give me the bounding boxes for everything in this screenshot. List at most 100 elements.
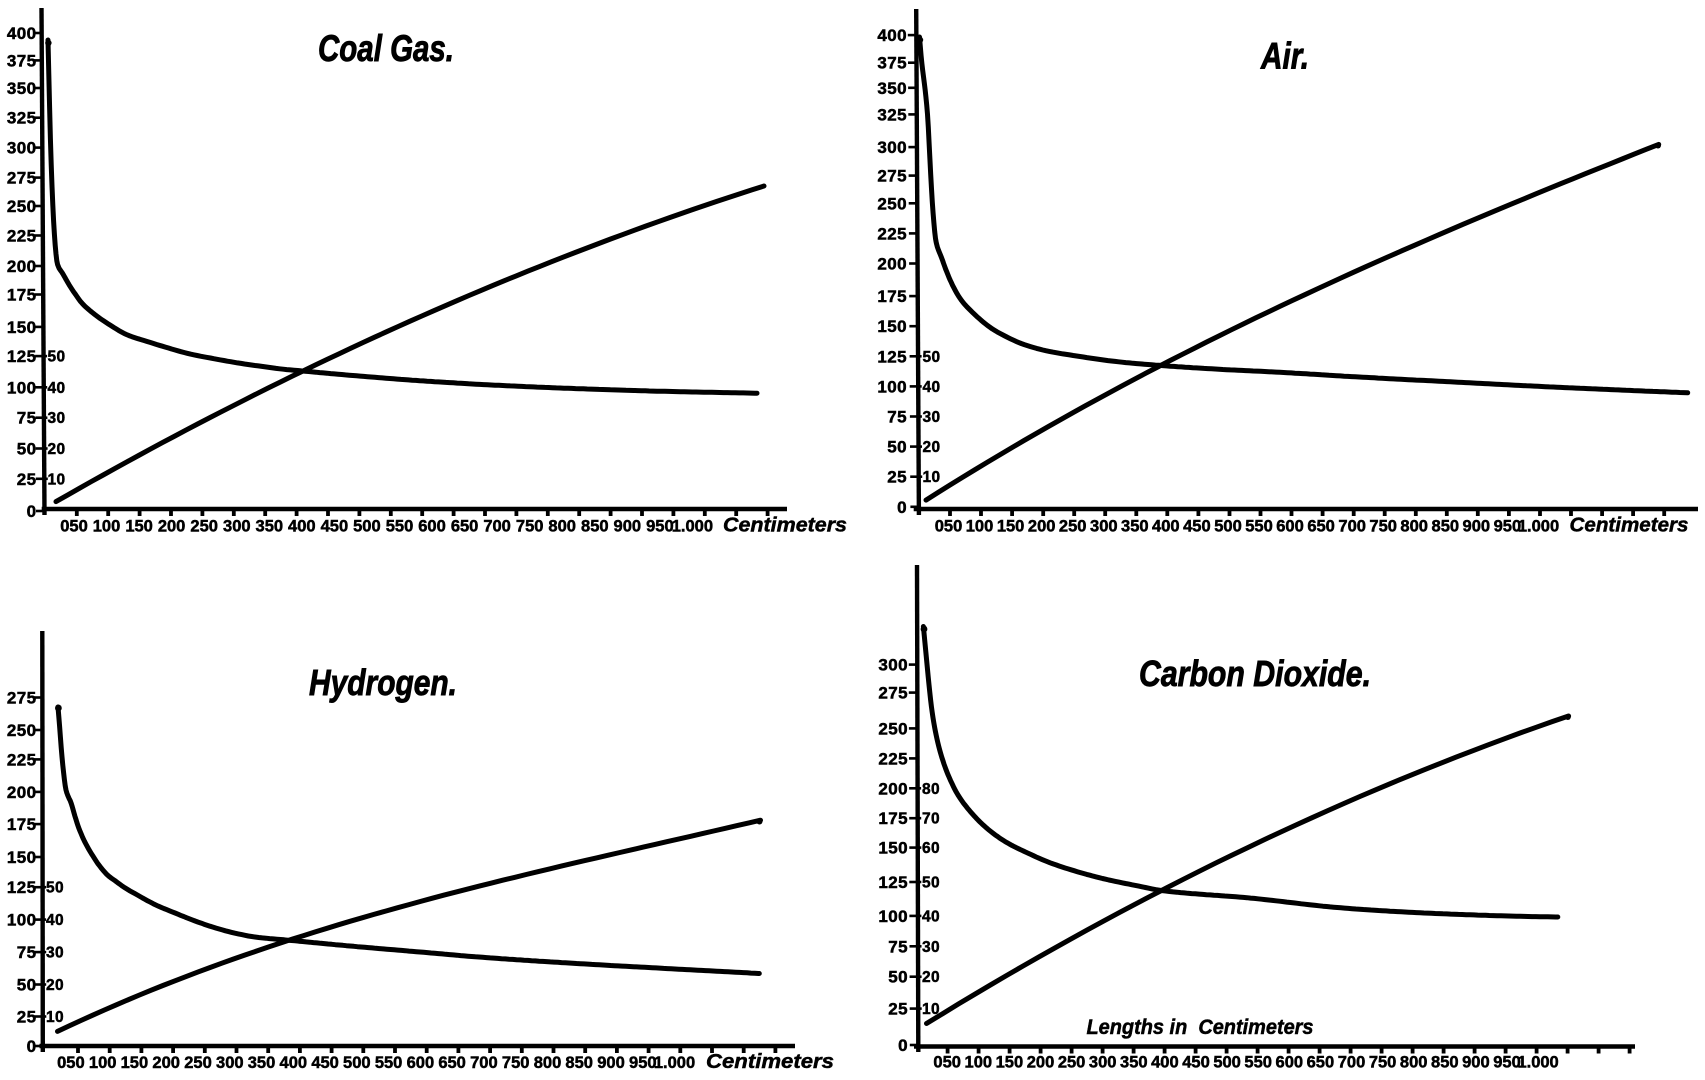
svg-text:30: 30 [48,410,66,427]
svg-text:50: 50 [923,349,941,366]
svg-text:350: 350 [256,518,284,536]
svg-text:100: 100 [965,1054,993,1072]
svg-text:225: 225 [7,227,37,246]
svg-text:0: 0 [897,498,907,517]
svg-text:75: 75 [17,943,37,962]
svg-text:225: 225 [7,750,37,769]
svg-text:100: 100 [93,518,121,536]
svg-text:150: 150 [7,318,37,337]
svg-text:150: 150 [7,848,37,867]
svg-text:25: 25 [17,1008,37,1027]
svg-text:200: 200 [7,257,37,276]
svg-text:60: 60 [922,840,940,857]
svg-text:1.000: 1.000 [654,1054,695,1072]
svg-text:600: 600 [1276,518,1304,536]
svg-text:500: 500 [1214,518,1242,536]
svg-text:450: 450 [1182,1054,1210,1072]
svg-text:30: 30 [46,945,64,962]
svg-text:050: 050 [57,1054,85,1072]
svg-text:10: 10 [922,1001,940,1018]
svg-text:800: 800 [548,518,576,536]
svg-text:40: 40 [923,379,941,396]
svg-text:150: 150 [878,839,908,858]
svg-text:Air.: Air. [1260,36,1309,77]
svg-text:900: 900 [597,1054,625,1072]
svg-text:400: 400 [1152,518,1180,536]
svg-text:400: 400 [288,518,316,536]
svg-text:550: 550 [375,1054,403,1072]
svg-text:350: 350 [1120,1054,1148,1072]
svg-text:050: 050 [933,1054,961,1072]
svg-text:0: 0 [27,502,37,521]
svg-text:300: 300 [216,1054,244,1072]
svg-text:300: 300 [878,656,908,675]
svg-text:050: 050 [60,518,88,536]
svg-text:500: 500 [343,1054,371,1072]
svg-text:250: 250 [878,719,908,738]
svg-text:275: 275 [7,689,37,708]
svg-text:200: 200 [1027,1054,1055,1072]
svg-text:75: 75 [888,937,908,956]
svg-text:100: 100 [877,377,907,396]
svg-text:375: 375 [7,51,37,70]
svg-text:50: 50 [888,968,908,987]
svg-text:250: 250 [7,721,37,740]
svg-text:100: 100 [878,907,908,926]
svg-text:50: 50 [48,349,66,366]
svg-text:400: 400 [7,24,37,43]
svg-text:600: 600 [1276,1054,1304,1072]
svg-text:125: 125 [7,878,37,897]
svg-text:100: 100 [7,378,37,397]
svg-text:850: 850 [1432,518,1460,536]
svg-text:50: 50 [887,438,907,457]
svg-text:Centimeters: Centimeters [723,514,847,537]
svg-text:200: 200 [878,779,908,798]
svg-text:10: 10 [46,1009,64,1026]
svg-text:50: 50 [46,880,64,897]
svg-text:1.000: 1.000 [1517,1054,1558,1072]
svg-text:20: 20 [46,977,64,994]
svg-text:225: 225 [877,224,907,243]
svg-text:30: 30 [922,939,940,956]
svg-text:700: 700 [1338,518,1366,536]
svg-text:Lengths in Centimeters: Lengths in Centimeters [1087,1016,1314,1039]
svg-text:300: 300 [1090,518,1118,536]
svg-text:350: 350 [7,79,37,98]
svg-text:100: 100 [7,911,37,930]
svg-text:250: 250 [184,1054,212,1072]
svg-text:250: 250 [190,518,218,536]
svg-text:10: 10 [48,471,66,488]
svg-text:450: 450 [311,1054,339,1072]
svg-text:Centimeters: Centimeters [1570,514,1689,537]
svg-text:25: 25 [888,1000,908,1019]
svg-text:20: 20 [48,441,66,458]
svg-text:Centimeters: Centimeters [706,1050,834,1073]
svg-text:375: 375 [877,54,907,73]
svg-text:30: 30 [923,409,941,426]
svg-text:450: 450 [1183,518,1211,536]
svg-text:Hydrogen.: Hydrogen. [309,662,457,703]
svg-text:550: 550 [1245,518,1273,536]
svg-text:750: 750 [1369,1054,1397,1072]
svg-text:150: 150 [997,518,1025,536]
svg-text:Coal Gas.: Coal Gas. [318,28,454,69]
svg-text:250: 250 [877,194,907,213]
svg-text:150: 150 [996,1054,1024,1072]
svg-text:50: 50 [922,875,940,892]
svg-text:80: 80 [922,781,940,798]
svg-text:900: 900 [614,518,642,536]
svg-text:40: 40 [46,912,64,929]
svg-text:300: 300 [1089,1054,1117,1072]
svg-text:150: 150 [125,518,153,536]
svg-text:650: 650 [1307,518,1335,536]
svg-text:325: 325 [877,105,907,124]
svg-text:600: 600 [407,1054,435,1072]
svg-text:200: 200 [7,783,37,802]
svg-text:Carbon Dioxide.: Carbon Dioxide. [1139,653,1371,694]
svg-text:950: 950 [629,1054,657,1072]
svg-text:125: 125 [878,873,908,892]
svg-text:150: 150 [877,317,907,336]
svg-text:700: 700 [470,1054,498,1072]
svg-text:275: 275 [878,684,908,703]
svg-text:200: 200 [158,518,186,536]
